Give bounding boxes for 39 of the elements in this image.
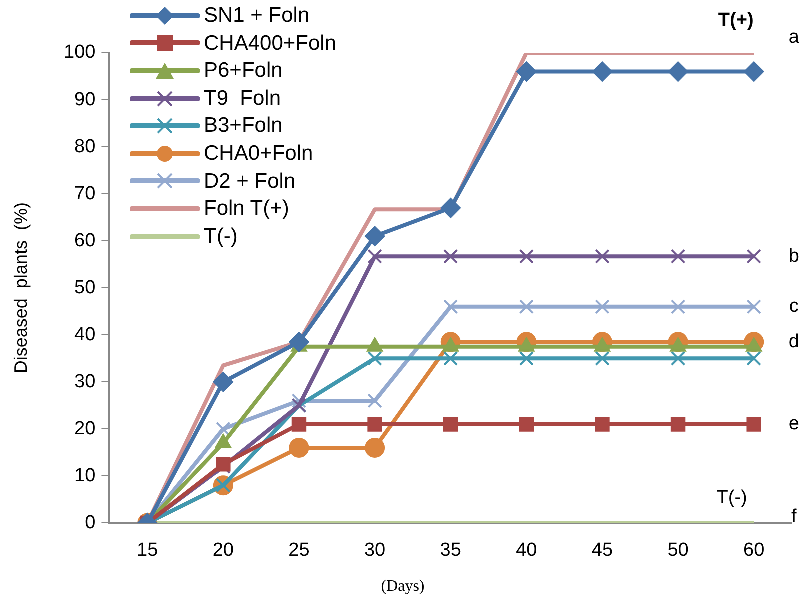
y-tick-label: 80 [74, 136, 96, 158]
x-tick-label: 20 [212, 540, 234, 561]
legend-label: CHA400+Foln [204, 30, 336, 57]
y-tick-label: 40 [74, 324, 96, 346]
legend-label: T9 Foln [204, 86, 282, 112]
y-tick-label: 0 [85, 512, 96, 534]
legend-label: P6+Foln [204, 58, 283, 84]
y-tick-label: 60 [74, 230, 96, 252]
y-tick-label: 100 [64, 42, 96, 64]
x-axis-title: (Days) [380, 578, 426, 596]
y-tick-label: 90 [74, 89, 96, 110]
legend-label: Foln T(+) [204, 196, 290, 222]
annotation: d [788, 331, 800, 352]
x-tick-label: 50 [668, 540, 689, 561]
y-axis-title: Diseased plants (%) [10, 202, 31, 374]
x-tick-label: 30 [364, 540, 386, 561]
annotation: a [788, 27, 800, 48]
annotation: b [788, 246, 800, 267]
annotation: f [791, 506, 798, 528]
annotation: T(+) [718, 10, 754, 32]
legend-label: B3+Foln [204, 113, 283, 140]
y-tick-label: 10 [74, 465, 96, 486]
y-tick-label: 70 [74, 183, 96, 204]
annotation: c [789, 296, 799, 318]
x-tick-label: 35 [440, 540, 462, 561]
legend-label: D2 + Foln [204, 168, 296, 195]
x-tick-label: 45 [592, 540, 614, 561]
y-tick-label: 30 [74, 371, 96, 392]
annotation: e [788, 414, 800, 435]
x-tick-label: 40 [516, 540, 538, 561]
y-tick-label: 50 [74, 277, 96, 298]
legend-label: CHA0+Foln [204, 140, 314, 167]
y-tick-label: 20 [74, 418, 96, 440]
annotation: T(-) [716, 487, 748, 508]
x-tick-label: 60 [744, 540, 765, 561]
x-tick-label: 25 [288, 540, 310, 561]
legend-label: T(-) [204, 224, 238, 250]
x-tick-label: 15 [137, 540, 158, 561]
legend-label: SN1 + Foln [204, 3, 310, 29]
